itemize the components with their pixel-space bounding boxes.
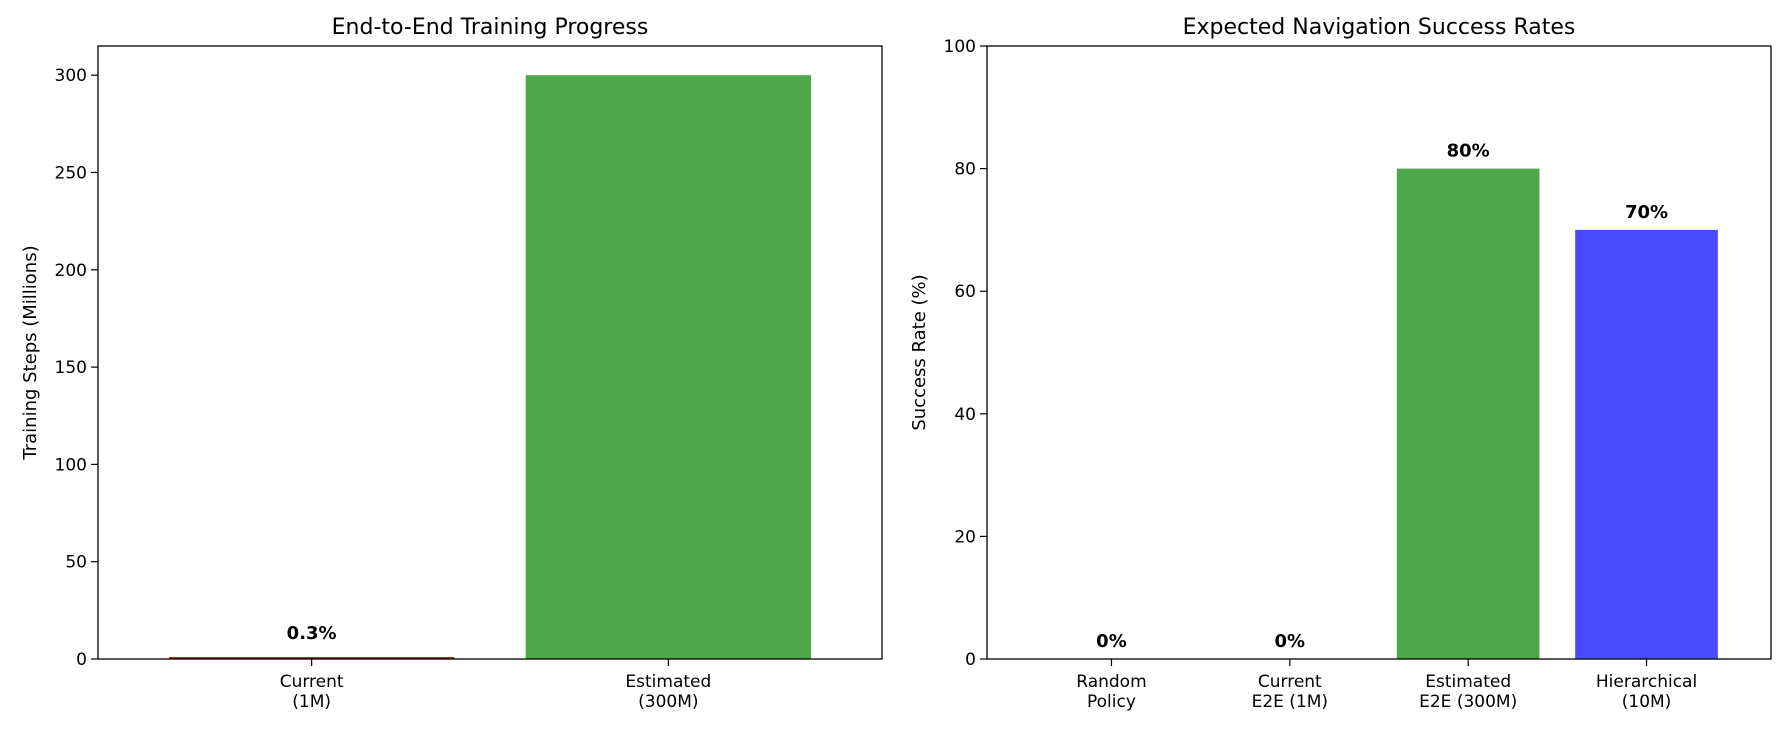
axes-frame: [97, 45, 883, 660]
y-tick-label: 60: [954, 282, 976, 302]
x-tick-label: Current (1M): [280, 672, 344, 712]
right-chart-success-rates: Expected Navigation Success Rates Success…: [909, 15, 1772, 712]
chart-title: Expected Navigation Success Rates: [1183, 15, 1576, 40]
y-tick-label: 50: [65, 553, 87, 573]
y-tick-label: 0: [76, 650, 87, 670]
y-axis-label: Success Rate (%): [909, 274, 930, 430]
left-chart-training-progress: End-to-End Training Progress Training Ste…: [20, 15, 883, 712]
x-tick-label: Hierarchical (10M): [1596, 672, 1697, 712]
bar-data-label: 0%: [1096, 631, 1127, 652]
y-axis-label: Training Steps (Millions): [20, 245, 41, 460]
bar: [1575, 229, 1718, 659]
x-tick-label: Estimated E2E (300M): [1419, 672, 1517, 712]
bar-data-label: 0%: [1275, 631, 1306, 652]
bar-data-label: 0.3%: [287, 623, 337, 644]
y-tick-label: 250: [55, 163, 87, 183]
y-tick-label: 200: [55, 261, 87, 281]
bar: [525, 75, 812, 659]
x-tick-label: Random Policy: [1076, 672, 1146, 712]
axes-frame: [986, 45, 1772, 660]
y-tick-label: 150: [55, 358, 87, 378]
y-tick-label: 80: [954, 160, 976, 180]
bar: [1396, 168, 1540, 659]
x-tick-label: Estimated (300M): [625, 672, 711, 712]
chart-title: End-to-End Training Progress: [332, 15, 649, 40]
y-tick-label: 300: [55, 66, 87, 86]
y-tick-label: 100: [55, 455, 87, 475]
y-tick-label: 20: [954, 527, 976, 547]
bar-data-label: 70%: [1625, 202, 1668, 223]
y-tick-label: 100: [944, 37, 976, 57]
bar: [168, 657, 455, 659]
y-tick-label: 40: [954, 405, 976, 425]
x-tick-label: Current E2E (1M): [1252, 672, 1328, 712]
bar-data-label: 80%: [1447, 141, 1490, 162]
y-tick-label: 0: [965, 650, 976, 670]
